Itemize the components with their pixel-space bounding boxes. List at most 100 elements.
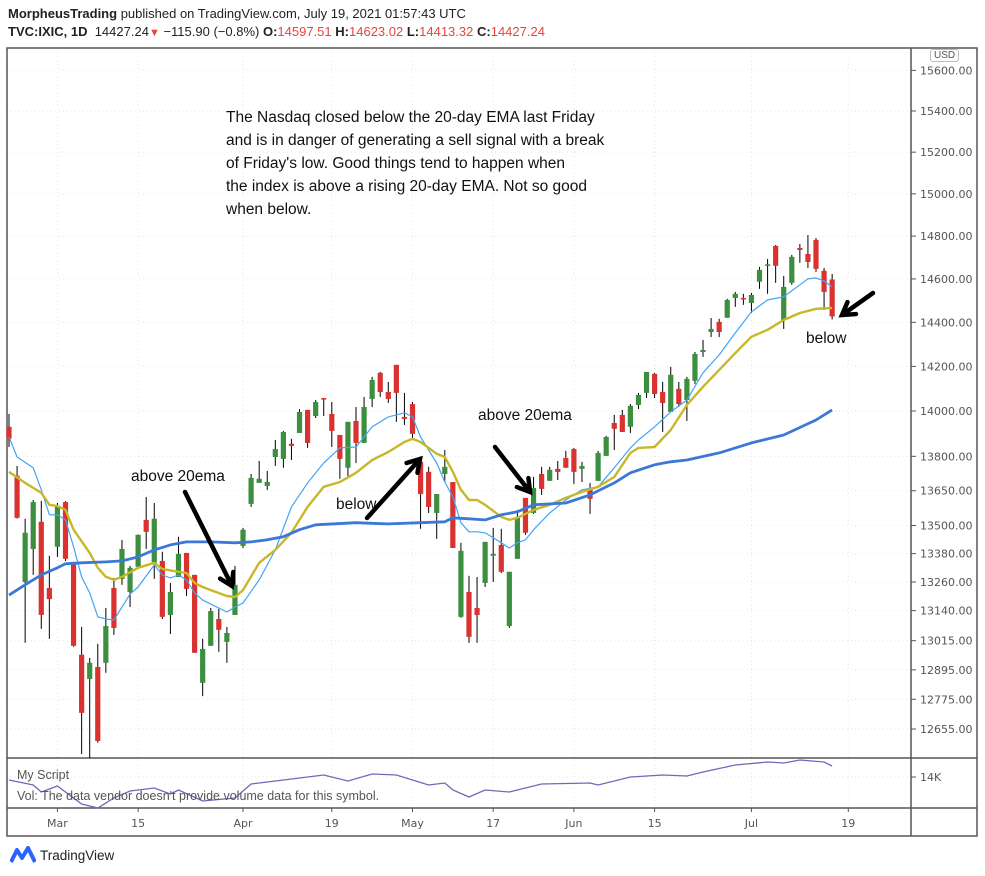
candle-up (200, 648, 206, 683)
candle-up (313, 402, 319, 416)
price-change: −115.90 (−0.8%) (163, 24, 260, 39)
candle-up (442, 466, 448, 474)
annotation-line: the index is above a rising 20-day EMA. … (226, 178, 588, 195)
publish-info: MorpheusTrading published on TradingView… (8, 6, 466, 21)
candle-down (288, 443, 295, 446)
candle-up (708, 328, 714, 332)
y-tick-label: 14200.00 (920, 360, 973, 373)
candle-down (619, 414, 625, 433)
footer-brand[interactable]: TradingView (10, 846, 114, 864)
candle-down (805, 254, 811, 262)
candle-up (135, 534, 141, 567)
y-tick-label: 13500.00 (920, 520, 973, 533)
candle-down (6, 426, 12, 439)
candle-up (22, 532, 28, 582)
candle-up (264, 481, 270, 486)
candle-up (369, 379, 375, 399)
candle-up (514, 516, 521, 559)
arrow-head-icon (404, 455, 423, 476)
candle-up (595, 452, 601, 481)
tradingview-logo-icon (10, 846, 36, 863)
candle-down (385, 391, 391, 399)
candle-up (361, 406, 367, 443)
candle-up (530, 487, 537, 513)
candle-down (159, 560, 165, 617)
candle-down (829, 279, 835, 317)
high-label: H: (335, 24, 349, 39)
candle-down (401, 416, 408, 419)
candle-up (103, 625, 109, 663)
annotation-line: of Friday's low. Good things tend to hap… (226, 155, 566, 172)
author-name[interactable]: MorpheusTrading (8, 6, 118, 21)
y-tick-label: 15000.00 (920, 188, 973, 201)
arrow-head-icon (514, 475, 533, 496)
candle-up (248, 477, 254, 504)
candle-down (70, 563, 77, 646)
open-value: 14597.51 (277, 24, 332, 39)
ema-fast-line (8, 277, 833, 621)
y-tick-label: 15600.00 (920, 64, 973, 77)
candle-up (175, 553, 182, 578)
candle-up (756, 269, 763, 282)
annotation-arrow (842, 290, 876, 316)
annotation-line: The Nasdaq closed below the 20-day EMA l… (226, 109, 595, 126)
candle-down (426, 471, 432, 507)
candle-down (571, 449, 577, 472)
annotation-arrow (364, 458, 421, 521)
candle-down (216, 619, 222, 630)
last-price: 14427.24 (94, 24, 149, 39)
candle-up (280, 432, 286, 459)
x-tick-label: Apr (234, 817, 254, 830)
candle-down (95, 666, 101, 741)
candle-up (627, 405, 633, 427)
annotation-label: below (806, 330, 847, 347)
currency-badge[interactable]: USD (930, 49, 960, 62)
candle-down (111, 587, 117, 628)
y-tick-label: 12775.00 (920, 693, 973, 706)
arrow-head-icon (838, 299, 859, 318)
y-tick-label: 12655.00 (920, 723, 973, 736)
x-tick-label: May (401, 817, 424, 830)
sub-pane-title: My Script (17, 768, 70, 782)
candle-down (539, 473, 545, 489)
annotation-label: above 20ema (478, 407, 572, 424)
volume-message: Vol: The data vendor doesn't provide vol… (17, 789, 380, 803)
candle-up (684, 378, 690, 401)
y-tick-label: 14600.00 (920, 273, 973, 286)
candle-down (14, 475, 20, 518)
candle-up (764, 264, 771, 266)
y-tick-label: 12895.00 (920, 664, 973, 677)
x-tick-label: 19 (841, 817, 855, 830)
triangle-down-icon: ▼ (148, 27, 160, 39)
candle-up (127, 567, 133, 592)
candle-up (240, 529, 246, 546)
candle-up (482, 541, 488, 583)
candle-down (329, 413, 335, 431)
close-value: 14427.24 (490, 24, 545, 39)
candle-up (692, 353, 698, 381)
candle-down (377, 372, 383, 392)
y-tick-label: 15200.00 (920, 146, 973, 159)
x-tick-label: Jun (564, 817, 582, 830)
candle-down (716, 321, 722, 332)
brand-name: TradingView (40, 847, 115, 863)
y-tick-label: 15400.00 (920, 105, 973, 118)
candle-up (151, 518, 157, 563)
candle-up (748, 294, 755, 303)
candle-down (62, 502, 69, 559)
y-tick-label: 14000.00 (920, 405, 973, 418)
y-tick-label: 14400.00 (920, 316, 973, 329)
annotation-line: when below. (226, 201, 312, 218)
annotation-arrow (492, 444, 531, 492)
annotation-label: above 20ema (131, 468, 225, 485)
candle-down (304, 409, 311, 443)
candle-up (296, 411, 303, 433)
candle-up (272, 449, 278, 458)
candle-up (781, 286, 787, 320)
candle-down (450, 481, 456, 548)
close-label: C: (477, 24, 491, 39)
candle-up (345, 421, 351, 468)
x-tick-label: Mar (47, 817, 68, 830)
y-tick-label: 14800.00 (920, 230, 973, 243)
